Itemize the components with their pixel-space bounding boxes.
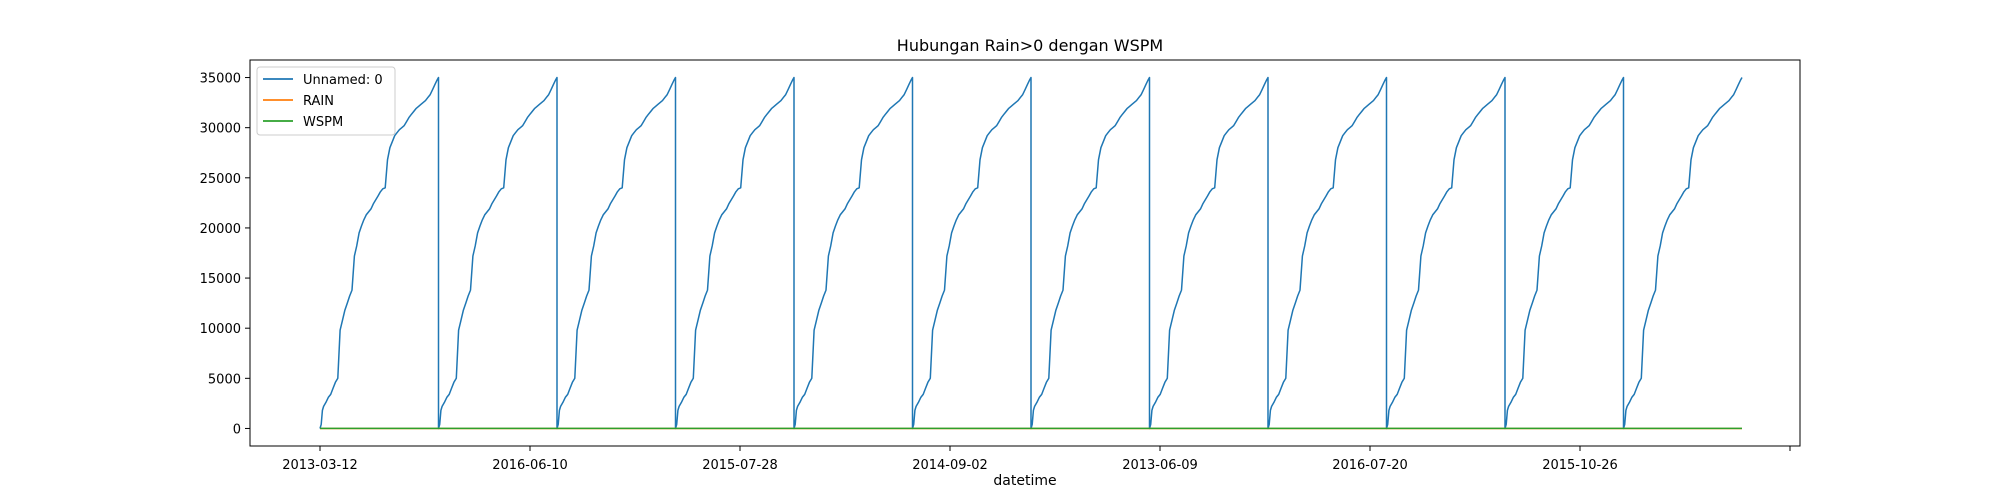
series-layer: [319, 76, 1743, 430]
y-tick-label: 20000: [200, 222, 241, 237]
plot-frame: [249, 59, 1801, 447]
x-tick-label: 2016-06-10: [492, 458, 568, 473]
legend: Unnamed: 0 RAIN WSPM: [256, 66, 396, 136]
y-tick-label: 15000: [200, 272, 241, 287]
legend-label: WSPM: [303, 115, 343, 130]
x-tick-label: 2013-06-09: [1122, 458, 1198, 473]
legend-label: RAIN: [303, 94, 334, 109]
x-tick-label: 2013-03-12: [282, 458, 358, 473]
legend-label: Unnamed: 0: [303, 73, 383, 88]
x-axis-title: datetime: [993, 473, 1056, 489]
y-tick-label: 10000: [200, 322, 241, 337]
y-tick-label: 0: [233, 422, 241, 437]
x-tick-label: 2014-09-02: [912, 458, 988, 473]
legend-box: [256, 66, 396, 136]
x-tick-label: 2016-07-20: [1332, 458, 1408, 473]
chart-title: Hubungan Rain>0 dengan WSPM: [897, 36, 1163, 55]
series-unnamed-0-line: [319, 76, 1743, 430]
y-tick-label: 35000: [200, 72, 241, 87]
y-tick-label: 30000: [200, 122, 241, 137]
x-tick-label: 2015-10-26: [1542, 458, 1618, 473]
plot-area: [250, 60, 1800, 446]
x-tick-label: 2015-07-28: [702, 458, 778, 473]
y-tick-label: 5000: [208, 372, 241, 387]
y-axis: 0 5000 10000 15000 20000 25000 30000 35000: [200, 72, 250, 437]
y-tick-label: 25000: [200, 172, 241, 187]
x-axis: 2013-03-12 2016-06-10 2015-07-28 2014-09-02…: [282, 446, 1791, 473]
